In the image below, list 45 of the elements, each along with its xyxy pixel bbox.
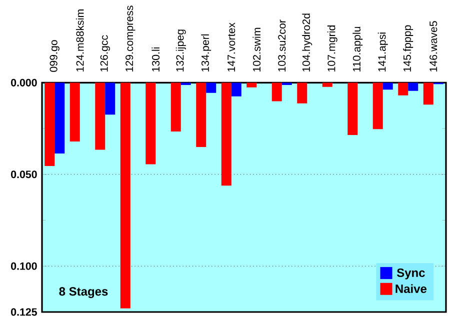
bar — [231, 82, 242, 96]
bar — [408, 82, 418, 91]
bar — [70, 82, 80, 142]
bar — [95, 82, 106, 150]
bar — [423, 82, 434, 105]
bar — [382, 82, 393, 90]
x-tick-label: 103.su2cor — [278, 20, 286, 72]
bar — [297, 82, 308, 104]
bar — [272, 82, 282, 102]
bar — [206, 82, 216, 93]
x-tick-label: 102.swim — [252, 28, 261, 72]
x-tick-label: 132.ijpeg — [176, 30, 186, 72]
y-tick-label: 0.100 — [11, 262, 37, 270]
x-tick-label: 110.applu — [352, 26, 363, 72]
bar — [246, 82, 257, 88]
bar — [54, 82, 65, 154]
bar — [372, 82, 383, 130]
x-tick-label: 099.go — [50, 40, 60, 72]
bar — [398, 82, 408, 96]
x-tick-label: 104.hydro2d — [302, 14, 312, 72]
x-tick-label: 141.apsi — [378, 32, 388, 72]
x-tick-label: 107.mgrid — [327, 26, 338, 72]
bar — [146, 82, 156, 164]
annotation: 8 Stages — [59, 287, 108, 298]
bar — [348, 82, 358, 135]
x-tick-label: 129.compress — [126, 6, 136, 72]
x-tick-label: 147.vortex — [228, 22, 236, 72]
y-tick-label: 0.000 — [11, 78, 37, 86]
y-tick-label: 0.050 — [11, 170, 37, 178]
x-tick-label: 134.perl — [201, 34, 212, 72]
x-tick-label: 124.m88ksim — [76, 10, 84, 72]
x-tick-label: 145.fpppp — [403, 25, 414, 72]
x-tick-label: 126.gcc — [100, 35, 110, 72]
legend-label: Naive — [396, 284, 427, 294]
bar — [44, 82, 55, 166]
bar — [322, 82, 332, 87]
bar — [120, 82, 130, 308]
bar — [105, 82, 116, 115]
bar — [196, 82, 206, 148]
legend-label: Sync — [396, 268, 425, 280]
bar — [170, 82, 181, 132]
y-tick-label: 0.125 — [11, 308, 37, 316]
bar — [221, 82, 232, 186]
x-tick-label: 146.wave5 — [430, 21, 438, 72]
x-tick-label: 130.li — [152, 47, 160, 72]
